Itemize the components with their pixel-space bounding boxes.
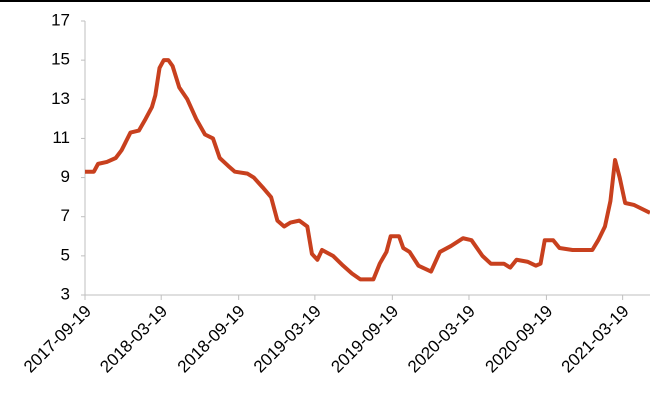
x-tick-label: 2019-09-19 — [327, 302, 402, 377]
data-line — [85, 58, 650, 282]
x-tick-label: 2018-09-19 — [174, 302, 249, 377]
y-tick-label: 7 — [61, 206, 70, 225]
x-tick-label: 2020-09-19 — [481, 302, 556, 377]
x-tick-label: 2021-03-19 — [558, 302, 633, 377]
y-tick-label: 9 — [61, 167, 70, 186]
y-tick-label: 13 — [51, 89, 70, 108]
y-tick-label: 15 — [51, 50, 70, 69]
y-tick-label: 17 — [51, 10, 70, 29]
x-tick-label: 2019-03-19 — [250, 302, 325, 377]
y-tick-label: 11 — [52, 128, 70, 147]
x-tick-label: 2017-09-19 — [20, 302, 95, 377]
x-tick-label: 2020-03-19 — [404, 302, 479, 377]
y-tick-label: 3 — [61, 284, 70, 303]
y-tick-label: 5 — [61, 245, 70, 264]
x-tick-label: 2018-03-19 — [96, 302, 171, 377]
